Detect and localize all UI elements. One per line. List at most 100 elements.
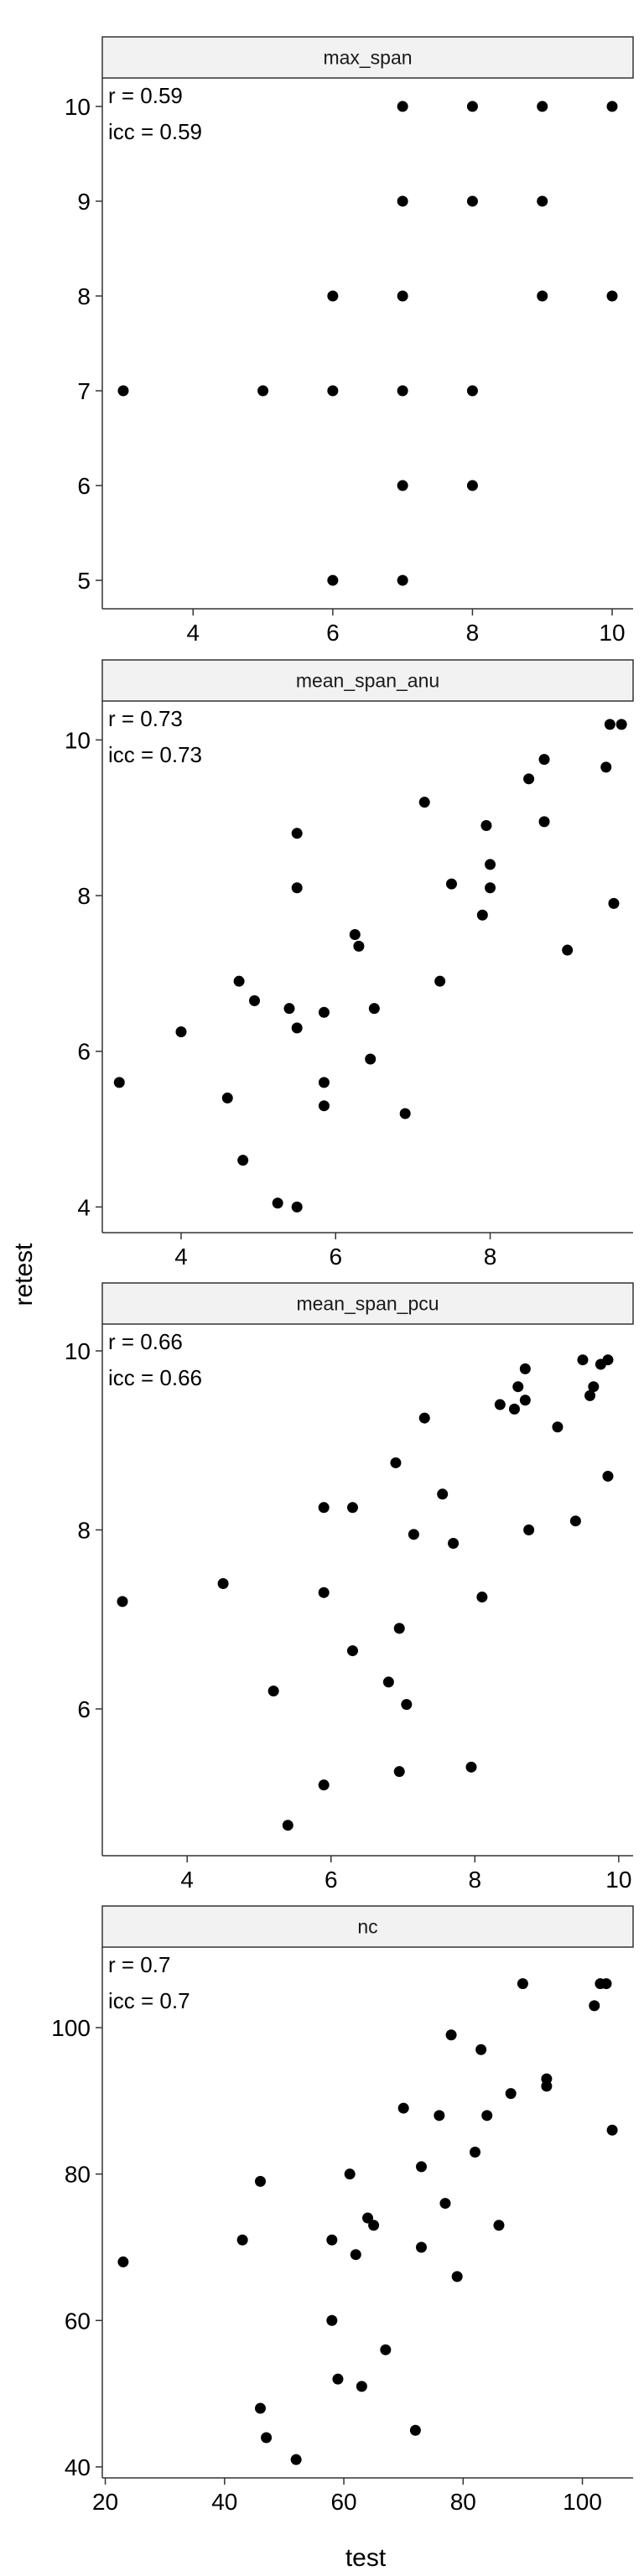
x-tick-label: 6 — [329, 1244, 342, 1270]
data-point — [505, 2088, 517, 2100]
data-point — [485, 859, 496, 870]
stat-annotation: icc = 0.7 — [108, 1988, 190, 2013]
data-point — [577, 1354, 589, 1366]
facet-strip-label: mean_span_anu — [296, 670, 439, 692]
data-point — [283, 1003, 295, 1015]
stat-annotation: icc = 0.66 — [108, 1365, 202, 1390]
y-tick-label: 100 — [51, 2015, 91, 2041]
data-point — [416, 2161, 428, 2173]
x-tick-label: 20 — [92, 2489, 118, 2515]
data-point — [362, 2212, 373, 2224]
x-tick-label: 80 — [450, 2489, 476, 2515]
y-tick-label: 6 — [77, 473, 91, 499]
data-point — [418, 1412, 430, 1424]
data-point — [480, 820, 492, 832]
x-tick-label: 100 — [563, 2489, 602, 2515]
data-point — [393, 1766, 405, 1778]
data-point — [538, 816, 550, 828]
data-point — [397, 480, 408, 491]
data-point — [113, 1077, 125, 1088]
data-point — [538, 754, 550, 766]
data-point — [291, 1022, 303, 1034]
data-point — [537, 195, 548, 207]
data-point — [541, 2073, 553, 2085]
panel-mean_span_anu: mean_span_anu 4 6 8 10 4 6 8 r = 0.73 icc = 0.73 — [65, 659, 634, 1270]
data-point — [326, 2314, 338, 2326]
data-point — [606, 290, 618, 302]
data-point — [408, 1529, 419, 1540]
y-tick-label: 6 — [77, 1696, 91, 1722]
y-tick-label: 40 — [65, 2454, 91, 2480]
facet-strip — [101, 1282, 634, 1325]
data-point — [608, 897, 620, 909]
data-point — [318, 1779, 330, 1791]
data-point — [344, 2168, 356, 2180]
data-point — [451, 2271, 463, 2283]
data-point — [318, 1077, 330, 1088]
data-point — [175, 1026, 187, 1038]
data-point — [470, 2146, 481, 2158]
x-tick-label: 10 — [605, 1867, 631, 1893]
y-tick-label: 4 — [77, 1194, 91, 1220]
data-point — [327, 385, 339, 397]
data-point — [332, 2373, 344, 2385]
x-tick-label: 4 — [174, 1244, 188, 1270]
data-point — [353, 940, 365, 952]
data-point — [382, 1676, 394, 1688]
x-tick-label: 8 — [469, 1867, 482, 1893]
data-point — [326, 2234, 338, 2246]
data-point — [552, 1421, 564, 1433]
y-tick-label: 5 — [77, 568, 91, 594]
y-tick-label: 8 — [77, 1517, 91, 1543]
data-point — [257, 385, 269, 397]
facet-strip-label: nc — [357, 1916, 377, 1938]
data-point — [615, 719, 627, 730]
data-point — [418, 797, 430, 808]
data-point — [508, 1403, 520, 1415]
data-point — [537, 101, 548, 112]
data-point — [397, 195, 408, 207]
data-point — [465, 1761, 477, 1773]
data-point — [481, 2110, 493, 2122]
data-point — [606, 2124, 618, 2136]
y-tick-label: 8 — [77, 883, 91, 909]
data-point — [237, 1155, 249, 1166]
data-point — [397, 574, 408, 586]
data-point — [523, 1524, 535, 1535]
y-tick-label: 9 — [77, 189, 91, 215]
data-point — [368, 1003, 380, 1015]
x-tick-label: 4 — [180, 1867, 194, 1893]
y-tick-label: 10 — [65, 727, 91, 753]
x-tick-label: 4 — [186, 620, 200, 646]
data-point — [445, 878, 457, 890]
x-tick-label: 6 — [325, 1867, 338, 1893]
x-axis-title: test — [345, 2544, 387, 2572]
facet-strip — [101, 1905, 634, 1948]
data-point — [397, 2102, 409, 2114]
x-tick-label: 8 — [466, 620, 480, 646]
data-point — [476, 1592, 488, 1603]
data-point — [602, 1470, 614, 1482]
data-point — [267, 1685, 279, 1697]
stat-annotation: r = 0.73 — [108, 706, 183, 731]
data-point — [466, 385, 478, 397]
data-point — [346, 1645, 358, 1657]
data-point — [117, 1596, 128, 1607]
data-point — [466, 101, 478, 112]
data-point — [261, 2432, 273, 2444]
data-point — [272, 1197, 283, 1209]
y-tick-label: 8 — [77, 283, 91, 309]
data-point — [434, 975, 446, 987]
data-point — [600, 1978, 612, 1990]
data-point — [356, 2381, 367, 2392]
data-point — [437, 1488, 449, 1500]
panel-mean_span_pcu: mean_span_pcu 6 8 10 4 6 8 10 r = 0.66 icc = 0.66 — [65, 1282, 634, 1893]
data-point — [236, 2234, 248, 2246]
x-tick-label: 40 — [211, 2489, 237, 2515]
data-point — [233, 975, 245, 987]
y-tick-label: 60 — [65, 2308, 91, 2334]
data-point — [448, 1537, 460, 1549]
data-point — [290, 2454, 302, 2465]
x-tick-label: 60 — [330, 2489, 356, 2515]
data-point — [254, 2175, 266, 2187]
